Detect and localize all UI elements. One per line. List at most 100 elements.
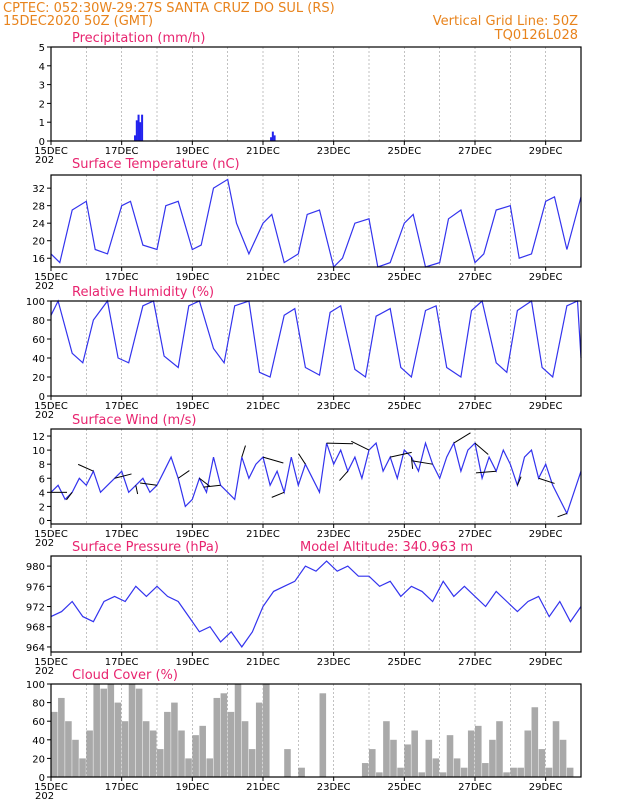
- x-tick-label: 23DEC: [317, 401, 351, 412]
- header-station: CPTEC: 052:30W-29:27S SANTA CRUZ DO SUL …: [3, 1, 335, 16]
- x-tick-label: 29DEC: [529, 272, 563, 283]
- x-tick-label: 25DEC: [387, 401, 421, 412]
- wind-arrow: [453, 432, 471, 444]
- year-stub: 202: [35, 281, 54, 292]
- cloud-frame: [50, 683, 582, 778]
- x-tick-label: 23DEC: [317, 782, 351, 793]
- cloud-bar: [128, 684, 136, 777]
- cloud-bar: [248, 749, 256, 777]
- cloud-title: Cloud Cover (%): [72, 668, 178, 683]
- x-tick-label: 17DEC: [105, 401, 139, 412]
- wind-arrow: [262, 456, 284, 464]
- y-tick-label: 80: [32, 699, 45, 710]
- cloud-bar: [157, 749, 164, 777]
- cloud-bar: [446, 735, 454, 777]
- y-tick-label: 20: [32, 373, 45, 384]
- wind-arrow: [203, 484, 221, 488]
- humidity-panel: Relative Humidity (%) 0 20 40 60 80 100 15DEC 17…: [26, 285, 582, 421]
- cloud-bar: [255, 702, 263, 777]
- cloud-bar: [114, 702, 122, 777]
- cloud-bar: [192, 735, 199, 777]
- y-tick-label: 2: [39, 502, 45, 513]
- y-tick-label: 6: [39, 474, 45, 485]
- y-tick-label: 20: [32, 754, 45, 765]
- cloud-bar: [467, 730, 475, 777]
- pressure-title: Surface Pressure (hPa): [72, 540, 219, 555]
- cloud-bar: [58, 697, 65, 777]
- y-tick-label: 10: [32, 446, 45, 457]
- wind-arrow: [135, 485, 139, 495]
- x-tick-label: 15DEC: [34, 782, 68, 793]
- y-tick-label: 980: [26, 562, 45, 573]
- wind-arrow: [199, 477, 211, 487]
- x-tick-label: 21DEC: [246, 657, 280, 668]
- y-tick-label: 0: [39, 137, 45, 148]
- y-tick-label: 16: [32, 254, 45, 265]
- year-stub: 202: [35, 155, 54, 166]
- cloud-bar: [397, 767, 404, 777]
- x-tick-label: 19DEC: [175, 529, 209, 540]
- y-tick-label: 2: [39, 99, 45, 110]
- cloud-bar: [142, 721, 150, 777]
- x-tick-label: 19DEC: [175, 401, 209, 412]
- y-tick-label: 976: [26, 582, 45, 593]
- cloud-bar: [383, 721, 390, 777]
- rh-frame: [50, 300, 582, 397]
- precip-bar: [134, 135, 137, 141]
- wind-arrow: [351, 440, 370, 451]
- wind-line: [50, 440, 582, 515]
- precip-bar: [270, 137, 273, 141]
- y-tick-label: 32: [32, 184, 45, 195]
- wind-arrow: [241, 445, 246, 458]
- x-tick-label: 17DEC: [105, 529, 139, 540]
- cloud-bar: [376, 772, 383, 777]
- y-tick-label: 0: [39, 392, 45, 403]
- y-tick-label: 80: [32, 316, 45, 327]
- cloud-bar: [418, 772, 426, 777]
- x-tick-label: 27DEC: [458, 401, 492, 412]
- cloud-bar: [234, 684, 242, 777]
- cloud-bar: [510, 767, 517, 777]
- cloud-bar: [263, 684, 270, 777]
- precip-title: Precipitation (mm/h): [72, 31, 205, 46]
- cloud-bar: [361, 763, 369, 777]
- precip-bar: [273, 135, 276, 141]
- wind-arrow: [177, 470, 190, 479]
- x-tick-label: 17DEC: [105, 782, 139, 793]
- x-tick-label: 19DEC: [175, 782, 209, 793]
- cloud-bar: [460, 767, 468, 777]
- x-tick-label: 25DEC: [387, 146, 421, 157]
- x-tick-label: 23DEC: [317, 529, 351, 540]
- cloud-bar: [227, 711, 235, 777]
- y-tick-label: 12: [32, 432, 45, 443]
- wind-arrow: [339, 470, 349, 481]
- x-tick-label: 21DEC: [246, 782, 280, 793]
- model-altitude: Model Altitude: 340.963 m: [300, 540, 473, 555]
- cloud-bar: [206, 758, 214, 777]
- cloud-bar: [107, 684, 115, 777]
- x-tick-label: 29DEC: [529, 782, 563, 793]
- cloud-bar: [171, 702, 178, 777]
- cloud-bar: [524, 730, 532, 777]
- x-tick-label: 25DEC: [387, 782, 421, 793]
- wind-arrow: [77, 463, 94, 472]
- wind-arrow: [140, 482, 158, 486]
- cloud-bar: [475, 725, 482, 777]
- temp-line: [50, 178, 582, 269]
- x-tick-label: 21DEC: [246, 272, 280, 283]
- x-tick-label: 17DEC: [105, 657, 139, 668]
- wind-panel: Surface Wind (m/s) 0 2 4 6 8 10 12 15DEC 17DEC 19D…: [32, 413, 582, 549]
- cloud-bar: [86, 730, 93, 777]
- x-tick-label: 23DEC: [317, 146, 351, 157]
- cloud-bar: [51, 711, 58, 777]
- wind-title: Surface Wind (m/s): [72, 413, 196, 428]
- y-tick-label: 4: [39, 62, 45, 73]
- x-tick-label: 15DEC: [34, 657, 68, 668]
- cloud-bar: [213, 697, 221, 777]
- cloud-bar: [411, 730, 418, 777]
- cloud-bar: [432, 758, 440, 777]
- year-stub: 202: [35, 791, 54, 800]
- cloud-bar: [199, 725, 206, 777]
- precip-bar: [139, 122, 142, 141]
- x-tick-label: 21DEC: [246, 401, 280, 412]
